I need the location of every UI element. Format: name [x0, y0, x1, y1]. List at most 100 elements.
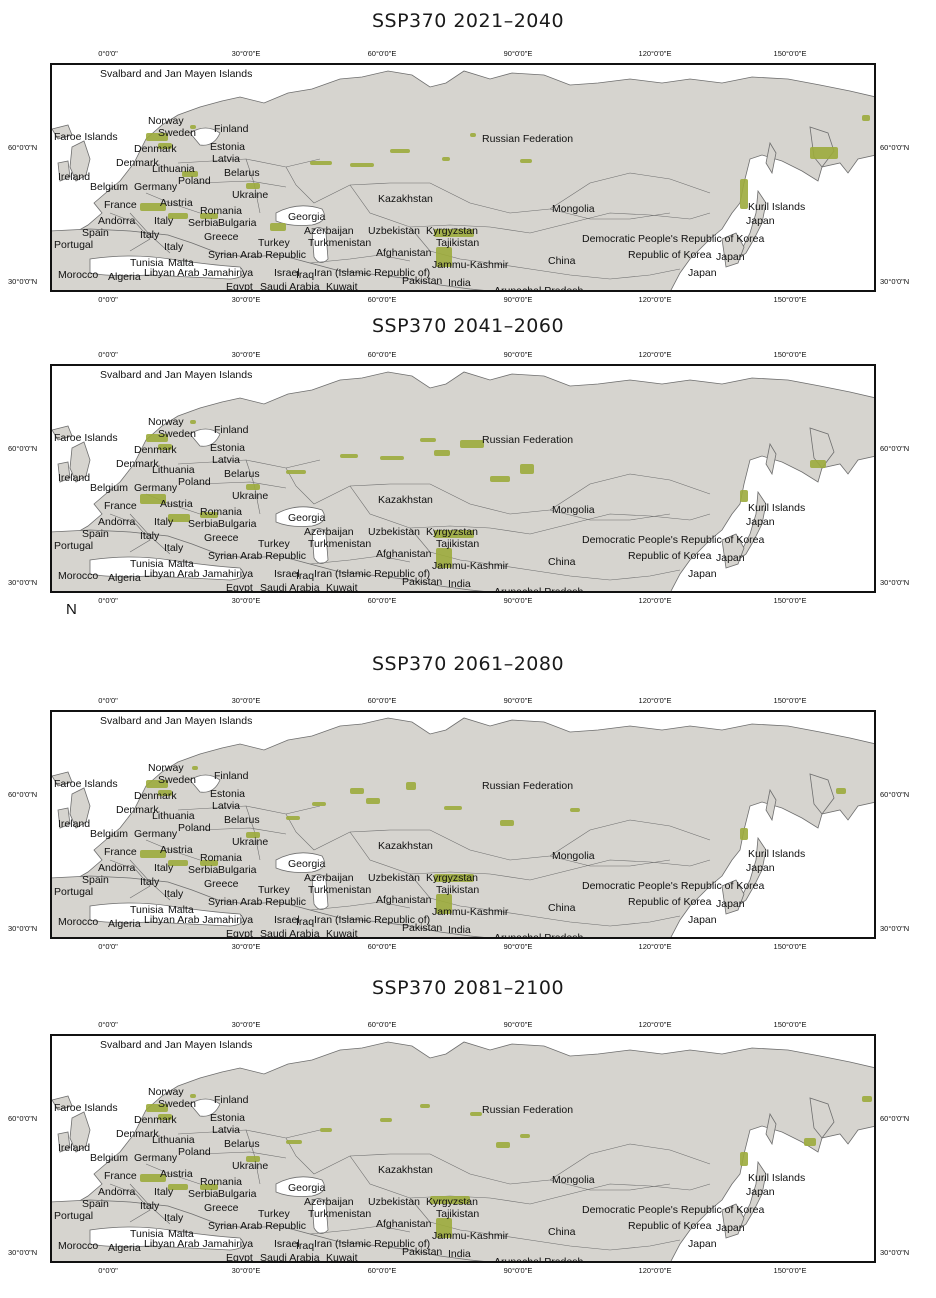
- habitat-patch: [146, 434, 168, 442]
- country-label: Portugal: [54, 239, 94, 251]
- country-label: Democratic People's Republic of Korea: [582, 233, 765, 245]
- country-border: [285, 166, 711, 214]
- map-frame-2: Svalbard and Jan Mayen Islands Norway Swed…: [50, 364, 876, 593]
- longitude-label: 150°0'0"E: [773, 350, 807, 359]
- country-label: Pakistan: [402, 922, 443, 934]
- habitat-patch: [350, 788, 364, 794]
- habitat-patch: [420, 438, 436, 442]
- country-label: Estonia: [210, 442, 246, 454]
- country-label: Turkey: [258, 237, 290, 249]
- habitat-patch: [436, 1218, 452, 1238]
- panel-title-3: SSP370 2061–2080: [371, 653, 565, 675]
- habitat-patch: [436, 548, 452, 568]
- country-label: Turkey: [258, 1208, 290, 1220]
- country-label: China: [548, 255, 576, 267]
- longitude-label: 0°0'0": [98, 696, 118, 705]
- habitat-patch: [140, 1174, 166, 1182]
- inland-sea: [89, 902, 244, 927]
- country-label: Turkmenistan: [308, 538, 372, 550]
- habitat-patch: [158, 143, 172, 149]
- country-label: Andorra: [98, 862, 136, 874]
- country-label: Georgia: [288, 512, 326, 524]
- country-label: Jammu-Kashmir: [432, 1230, 509, 1242]
- latitude-label-right: 30°0'0"N: [880, 578, 910, 587]
- country-label: Italy: [164, 241, 184, 253]
- country-label: Belarus: [224, 468, 260, 480]
- country-label: Faroe Islands: [54, 432, 118, 444]
- longitude-labels-top: 0°0'0" 30°0'0"E 60°0'0"E 90°0'0"E 120°0'0"E 1…: [0, 49, 936, 61]
- country-border: [549, 509, 671, 521]
- habitat-patch: [350, 163, 374, 167]
- longitude-label: 90°0'0"E: [503, 1020, 533, 1029]
- latitude-label-right: 60°0'0"N: [880, 790, 910, 799]
- country-label: Portugal: [54, 886, 94, 898]
- country-label: Italy: [164, 542, 184, 554]
- country-label: Ukraine: [232, 490, 269, 502]
- country-border: [285, 467, 711, 515]
- country-label: Turkmenistan: [308, 237, 372, 249]
- country-label: France: [104, 500, 137, 512]
- habitat-patch: [246, 183, 260, 189]
- country-label: Mongolia: [552, 504, 595, 516]
- country-label: Malta: [168, 1228, 194, 1240]
- longitude-label: 30°0'0"E: [231, 1266, 261, 1275]
- island-landmass: [809, 773, 835, 815]
- habitat-patch: [168, 514, 190, 522]
- country-label: Romania: [200, 506, 243, 518]
- country-label: Uzbekistan: [368, 1196, 420, 1208]
- country-label: Svalbard and Jan Mayen Islands: [100, 369, 253, 381]
- country-label: Svalbard and Jan Mayen Islands: [100, 715, 253, 727]
- country-label: Serbia: [188, 1188, 219, 1200]
- latitude-label-left: 60°0'0"N: [8, 444, 38, 453]
- map-canvas: [52, 1041, 874, 1261]
- map-frame-3: Svalbard and Jan Mayen Islands Norway Swed…: [50, 710, 876, 939]
- country-border: [145, 192, 201, 214]
- country-label: Morocco: [58, 269, 99, 281]
- inland-sea: [189, 428, 221, 447]
- country-label: Spain: [82, 227, 109, 239]
- habitat-patch: [140, 850, 166, 858]
- island-landmass: [52, 124, 73, 140]
- longitude-label: 0°0'0": [98, 295, 118, 304]
- country-label: Sweden: [158, 1098, 196, 1110]
- longitude-label: 150°0'0"E: [773, 1266, 807, 1275]
- longitude-label: 60°0'0"E: [367, 295, 397, 304]
- country-label: Uzbekistan: [368, 872, 420, 884]
- island-landmass: [765, 1112, 777, 1146]
- longitude-label: 120°0'0"E: [638, 1266, 672, 1275]
- map-frame-1: Svalbard and Jan Mayen Islands Norway Swed…: [50, 63, 876, 292]
- country-label: Pakistan: [402, 1246, 443, 1258]
- country-label: Iran (Islamic Republic of): [314, 1238, 431, 1250]
- latitude-label-left: 60°0'0"N: [8, 143, 38, 152]
- country-label: Azerbaijan: [304, 225, 354, 237]
- country-label: Turkey: [258, 538, 290, 550]
- habitat-patch: [470, 1112, 482, 1116]
- country-label: Saudi Arabia: [260, 928, 320, 939]
- habitat-patch: [340, 454, 358, 458]
- country-label: Kuril Islands: [748, 502, 806, 514]
- country-label: Kazakhstan: [378, 840, 433, 852]
- country-label: Germany: [134, 828, 178, 840]
- country-label: Ireland: [58, 171, 91, 183]
- country-border: [309, 901, 411, 911]
- country-label: Russian Federation: [482, 1104, 574, 1116]
- country-label: Uzbekistan: [368, 225, 420, 237]
- country-label: Serbia: [188, 518, 219, 530]
- island-landmass: [57, 160, 71, 182]
- country-label: Belarus: [224, 167, 260, 179]
- latitude-label-right: 60°0'0"N: [880, 444, 910, 453]
- country-label: Denmark: [134, 1114, 177, 1126]
- habitat-patch: [520, 1134, 530, 1138]
- country-label: Malta: [168, 257, 194, 269]
- country-label: Arunachal Pradesh: [494, 932, 584, 939]
- habitat-patch: [862, 115, 870, 121]
- country-label: Greece: [204, 1202, 239, 1214]
- country-border: [309, 254, 411, 264]
- habitat-patch: [836, 788, 846, 794]
- habitat-patch: [246, 832, 260, 838]
- island-landmass: [57, 461, 71, 483]
- island-landmass: [57, 807, 71, 829]
- country-label: Sweden: [158, 774, 196, 786]
- country-border: [177, 459, 321, 469]
- longitude-label: 30°0'0"E: [231, 295, 261, 304]
